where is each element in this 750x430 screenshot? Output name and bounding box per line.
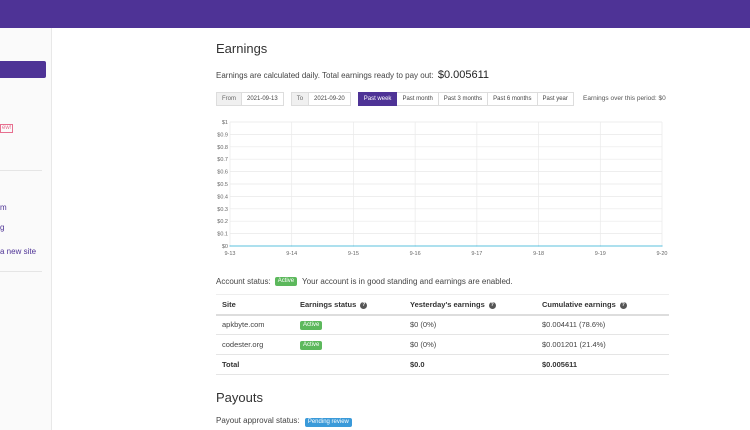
earnings-info: Earnings are calculated daily. Total ear… [216,69,489,81]
site-name: codester.org [216,334,294,355]
column-header-cumulative: Cumulative earnings? [536,294,669,316]
sidebar-divider [0,271,42,272]
from-date-input[interactable]: 2021-09-13 [242,92,284,106]
earnings-chart: $0 $0.1 $0.2 $0.3 $0.4 $0.5 $0.6 $0.7 $0.8 $0.9 $1… [217,120,667,257]
total-label: Total [216,354,294,375]
chart-x-tick-label: 9-20 [656,251,667,257]
sidebar-new-badge: ew! [0,124,14,133]
chart-y-tick-label: $0.9 [217,132,228,138]
help-icon[interactable]: ? [619,301,627,309]
range-past-6-months-button[interactable]: Past 6 months [488,92,538,106]
table-row: codester.org Active $0 (0%) $0.001201 (2… [216,334,669,355]
sidebar-link-add-site[interactable]: a new site [0,247,37,256]
chart-x-tick-label: 9-16 [410,251,421,257]
chart-x-tick-label: 9-15 [348,251,359,257]
total-cumulative: $0.005611 [536,354,669,375]
account-status-label: Account status: [216,277,271,286]
to-label: To [290,92,310,106]
payout-amount: $0.005611 [437,69,490,81]
chart-x-tick-label: 9-13 [224,251,235,257]
earnings-status-badge: Active [300,321,323,331]
table-total-row: Total $0.0 $0.005611 [216,354,669,375]
chart-x-tick-label: 9-17 [471,251,482,257]
sidebar-link-site-1[interactable]: m [0,203,7,212]
chart-y-tick-label: $0.6 [217,170,228,176]
from-label: From [216,92,242,106]
chart-data-point [599,245,601,247]
chart-y-tick-label: $0.7 [217,157,228,163]
account-status-message: Your account is in good standing and ear… [302,277,513,286]
chart-y-tick-label: $0.3 [217,207,228,213]
range-past-3-months-button[interactable]: Past 3 months [438,92,489,106]
chart-data-point [352,245,355,247]
column-header-yesterday: Yesterday's earnings? [404,294,536,316]
period-earnings: Earnings over this period: $0 [583,95,666,102]
date-filters: From 2021-09-13 To 2021-09-20 Past week … [216,92,574,106]
chart-data-point [476,245,478,247]
to-date-input[interactable]: 2021-09-20 [309,92,351,106]
chart-data-point [291,245,293,247]
payout-approval: Payout approval status: Pending review [216,416,352,427]
help-icon[interactable]: ? [360,301,368,309]
range-past-month-button[interactable]: Past month [397,92,439,106]
earnings-status-cell: Active [294,314,404,335]
range-past-week-button[interactable]: Past week [357,92,398,106]
account-status: Account status: Active Your account is i… [216,277,513,286]
account-status-badge: Active [274,277,298,286]
page-title: Earnings [216,41,268,56]
chart-x-tick-label: 9-18 [533,251,544,257]
chart-y-tick-label: $0.5 [217,182,228,188]
chart-data-point [229,245,231,247]
earnings-table: Site Earnings status? Yesterday's earnin… [216,294,669,375]
chart-y-tick-label: $0.2 [217,219,228,225]
chart-data-point [661,245,663,247]
cumulative-earnings: $0.001201 (21.4%) [536,334,669,355]
yesterday-earnings: $0 (0%) [404,334,536,355]
earnings-info-text: Earnings are calculated daily. Total ear… [216,71,434,80]
table-row: apkbyte.com Active $0 (0%) $0.004411 (78… [216,314,669,335]
chart-data-point [537,245,540,247]
chart-x-tick-label: 9-19 [595,251,606,257]
sidebar-link-site-2[interactable]: g [0,223,5,232]
earnings-status-cell: Active [294,334,404,355]
column-header-site: Site [216,294,294,316]
cumulative-earnings: $0.004411 (78.6%) [536,314,669,335]
chart-y-tick-label: $0.8 [217,145,228,151]
earnings-status-badge: Active [300,341,323,350]
site-name: apkbyte.com [216,314,294,335]
table-header-row: Site Earnings status? Yesterday's earnin… [216,294,669,316]
payout-approval-label: Payout approval status: [216,416,300,425]
sidebar-divider [0,170,42,171]
chart-y-tick-label: $1 [222,120,228,126]
payouts-title: Payouts [216,390,263,405]
yesterday-earnings: $0 (0%) [404,314,536,335]
sidebar: ew! m g a new site [0,28,52,430]
top-navbar [0,0,750,28]
chart-y-tick-label: $0.4 [217,194,228,200]
sidebar-active-item[interactable] [0,61,46,78]
chart-data-point [414,245,416,247]
chart-y-tick-label: $0.1 [217,232,228,238]
column-header-earnings-status: Earnings status? [294,294,404,316]
chart-x-tick-label: 9-14 [286,251,297,257]
chart-y-tick-label: $0 [222,244,228,250]
payout-approval-badge: Pending review [304,418,352,427]
help-icon[interactable]: ? [488,301,496,309]
range-past-year-button[interactable]: Past year [537,92,574,106]
total-yesterday: $0.0 [404,354,536,375]
